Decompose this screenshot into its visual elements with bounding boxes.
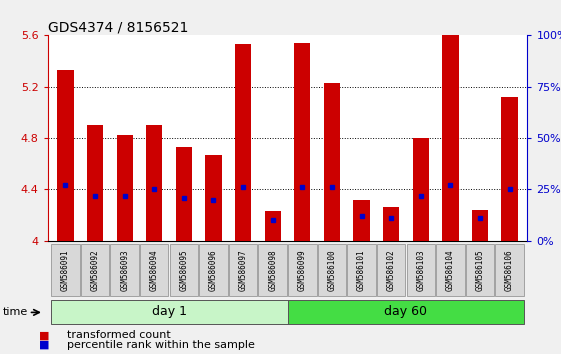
Bar — [472, 210, 488, 241]
Text: GSM586095: GSM586095 — [180, 249, 188, 291]
FancyBboxPatch shape — [51, 244, 80, 296]
Text: GSM586105: GSM586105 — [476, 249, 485, 291]
Text: GSM586094: GSM586094 — [150, 249, 159, 291]
Text: time: time — [3, 307, 28, 318]
Text: day 1: day 1 — [151, 306, 187, 318]
Bar — [117, 136, 133, 241]
FancyBboxPatch shape — [377, 244, 406, 296]
Bar — [146, 125, 163, 241]
Text: GSM586101: GSM586101 — [357, 249, 366, 291]
FancyBboxPatch shape — [81, 244, 109, 296]
Bar — [412, 138, 429, 241]
FancyBboxPatch shape — [229, 244, 257, 296]
FancyBboxPatch shape — [140, 244, 168, 296]
Bar — [205, 155, 222, 241]
FancyBboxPatch shape — [407, 244, 435, 296]
Text: GSM586096: GSM586096 — [209, 249, 218, 291]
FancyBboxPatch shape — [50, 301, 287, 324]
FancyBboxPatch shape — [199, 244, 228, 296]
Bar — [383, 207, 399, 241]
FancyBboxPatch shape — [259, 244, 287, 296]
Bar — [502, 97, 518, 241]
Bar — [294, 43, 310, 241]
Text: GSM586102: GSM586102 — [387, 249, 396, 291]
FancyBboxPatch shape — [347, 244, 376, 296]
Bar — [353, 200, 370, 241]
FancyBboxPatch shape — [318, 244, 346, 296]
Bar — [87, 125, 103, 241]
FancyBboxPatch shape — [288, 244, 316, 296]
Bar — [442, 35, 458, 241]
Text: ■: ■ — [39, 330, 50, 340]
Text: GSM586097: GSM586097 — [238, 249, 247, 291]
FancyBboxPatch shape — [495, 244, 524, 296]
Bar — [57, 70, 73, 241]
Text: GSM586091: GSM586091 — [61, 249, 70, 291]
Text: GSM586103: GSM586103 — [416, 249, 425, 291]
FancyBboxPatch shape — [436, 244, 465, 296]
FancyBboxPatch shape — [111, 244, 139, 296]
Text: GSM586104: GSM586104 — [446, 249, 455, 291]
Bar — [324, 83, 340, 241]
Text: GSM586100: GSM586100 — [328, 249, 337, 291]
FancyBboxPatch shape — [169, 244, 198, 296]
Text: GSM586098: GSM586098 — [268, 249, 277, 291]
Text: ■: ■ — [39, 339, 50, 349]
FancyBboxPatch shape — [287, 301, 525, 324]
Text: GSM586106: GSM586106 — [505, 249, 514, 291]
Text: percentile rank within the sample: percentile rank within the sample — [67, 339, 255, 349]
Text: GSM586092: GSM586092 — [90, 249, 99, 291]
Bar — [176, 147, 192, 241]
Bar — [265, 211, 281, 241]
Text: GDS4374 / 8156521: GDS4374 / 8156521 — [48, 20, 188, 34]
Text: day 60: day 60 — [384, 306, 427, 318]
Text: GSM586093: GSM586093 — [120, 249, 129, 291]
Bar — [235, 44, 251, 241]
FancyBboxPatch shape — [466, 244, 494, 296]
Text: GSM586099: GSM586099 — [298, 249, 307, 291]
Text: transformed count: transformed count — [67, 330, 171, 340]
